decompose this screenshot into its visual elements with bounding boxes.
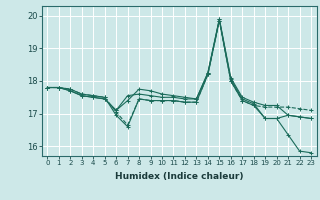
X-axis label: Humidex (Indice chaleur): Humidex (Indice chaleur) <box>115 172 244 181</box>
